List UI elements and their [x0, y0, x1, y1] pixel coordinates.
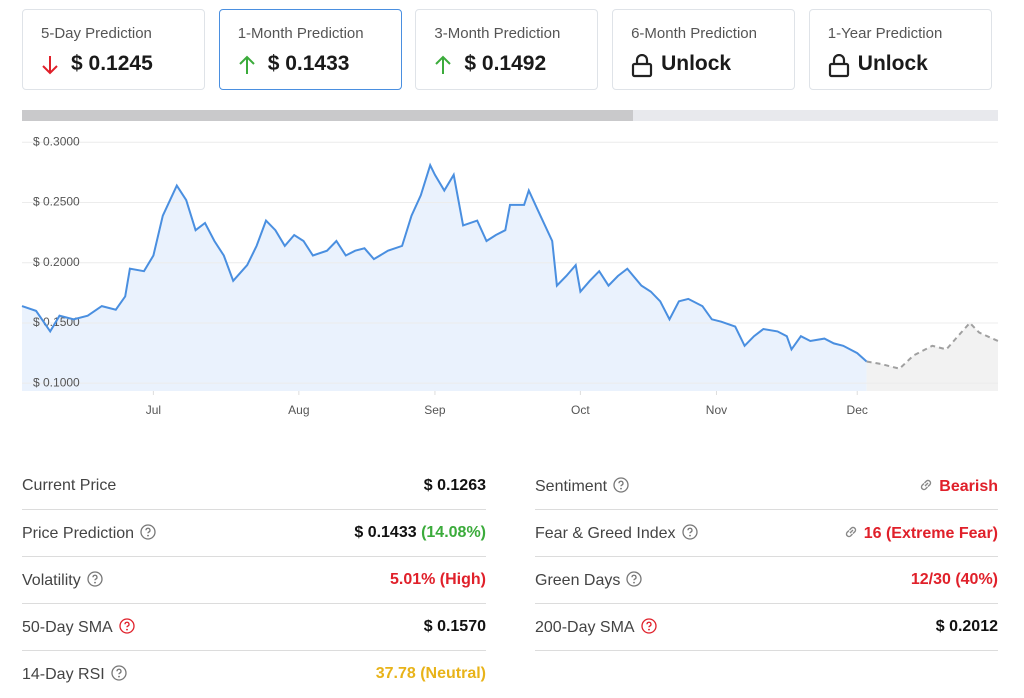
- stat-label-text: Current Price: [22, 477, 117, 494]
- up-icon: [435, 55, 452, 74]
- price-line: [866, 321, 999, 370]
- stat-row: 50-Day SMA $ 0.1570: [22, 604, 486, 651]
- card-title: 1-Year Prediction: [827, 25, 943, 42]
- stat-value: 37.78 (Neutral): [376, 665, 486, 683]
- prediction-card[interactable]: 3-Month Prediction $ 0.1492: [415, 9, 599, 90]
- progress-fill: [22, 110, 633, 121]
- card-value: Unlock: [857, 52, 928, 75]
- card-value: Unlock: [661, 52, 732, 75]
- help-icon[interactable]: [626, 571, 643, 587]
- help-icon[interactable]: [681, 524, 698, 540]
- y-tick-label: $ 0.3000: [33, 134, 80, 148]
- stat-label: 14-Day RSI: [22, 665, 127, 684]
- card-title: 3-Month Prediction: [434, 25, 561, 42]
- stat-value-text: $ 0.2012: [935, 618, 998, 635]
- lock-icon: [828, 54, 849, 78]
- x-tick-label: Dec: [847, 403, 868, 417]
- stat-row: Green Days 12/30 (40%): [535, 557, 998, 604]
- stat-row: Volatility 5.01% (High): [22, 557, 486, 604]
- prediction-card[interactable]: 1-Month Prediction $ 0.1433: [218, 9, 402, 90]
- card-title: 6-Month Prediction: [631, 25, 757, 42]
- stat-label-text: 200-Day SMA: [535, 619, 635, 636]
- x-tick-label: Sep: [424, 403, 446, 417]
- help-icon[interactable]: [119, 618, 135, 634]
- x-tick-label: Nov: [706, 403, 727, 417]
- link-icon: [921, 479, 932, 491]
- chart: $ 0.3000$ 0.2500$ 0.2000$ 0.1500$ 0.1000…: [21, 134, 999, 417]
- prediction-card[interactable]: 6-Month Prediction Unlock: [612, 9, 796, 90]
- card-value: $ 0.1245: [71, 52, 153, 75]
- stat-value-text: 12/30 (40%): [910, 571, 998, 588]
- stat-label: Current Price: [22, 477, 116, 495]
- stat-value: $ 0.1263: [424, 477, 486, 495]
- prediction-card[interactable]: 5-Day Prediction $ 0.1245: [22, 9, 205, 90]
- stat-value-text: $ 0.1263: [423, 477, 486, 494]
- lock-icon: [631, 54, 653, 78]
- stat-label-text: 50-Day SMA: [22, 619, 113, 636]
- stat-value-text: 5.01% (High): [389, 571, 486, 588]
- stat-value-text: 37.78 (Neutral): [375, 665, 486, 682]
- stat-label-text: Fear & Greed Index: [535, 525, 676, 542]
- down-icon: [42, 56, 58, 75]
- x-tick-label: Jul: [146, 403, 161, 417]
- stat-note: (14.08%): [421, 524, 486, 541]
- stat-row: Sentiment Bearish: [535, 463, 998, 510]
- stat-label: Fear & Greed Index: [535, 524, 698, 543]
- stat-label-text: Sentiment: [535, 478, 608, 495]
- card-title: 5-Day Prediction: [41, 25, 152, 42]
- stat-value: $ 0.2012: [936, 618, 998, 636]
- stat-row: Current Price $ 0.1263: [22, 463, 486, 510]
- help-icon[interactable]: [111, 665, 127, 681]
- stat-value-text: $ 0.1433: [354, 524, 417, 541]
- stat-value: 5.01% (High): [390, 571, 486, 589]
- link-icon: [845, 526, 856, 538]
- y-tick-label: $ 0.1000: [33, 375, 80, 389]
- prediction-card[interactable]: 1-Year Prediction Unlock: [808, 9, 992, 90]
- stat-row: 14-Day RSI 37.78 (Neutral): [22, 651, 486, 698]
- stat-value-text: Bearish: [939, 478, 998, 495]
- stat-label: Green Days: [535, 571, 643, 590]
- y-tick-label: $ 0.2000: [33, 255, 80, 269]
- stat-row: Fear & Greed Index 16 (Extreme Fear): [535, 510, 998, 557]
- x-tick-label: Oct: [571, 403, 590, 417]
- stat-label: 200-Day SMA: [535, 618, 657, 637]
- help-icon[interactable]: [140, 524, 156, 540]
- stat-row: 200-Day SMA $ 0.2012: [535, 604, 998, 651]
- up-icon: [238, 55, 255, 74]
- progress-bar: [22, 110, 998, 121]
- stat-value: Bearish: [918, 477, 998, 496]
- price-line: [21, 162, 868, 363]
- stat-label: 50-Day SMA: [22, 618, 135, 637]
- stat-value: 12/30 (40%): [911, 571, 998, 589]
- card-title: 1-Month Prediction: [237, 25, 364, 42]
- card-value: $ 0.1433: [267, 52, 350, 75]
- stat-row: Price Prediction $ 0.1433 (14.08%): [22, 510, 486, 557]
- help-icon[interactable]: [87, 571, 103, 587]
- stat-label: Price Prediction: [22, 524, 156, 543]
- area-fill: [22, 165, 867, 391]
- stat-value: 16 (Extreme Fear): [843, 524, 998, 543]
- stat-label: Volatility: [22, 571, 103, 590]
- card-value: $ 0.1492: [464, 52, 547, 75]
- stat-label-text: Price Prediction: [22, 525, 135, 542]
- help-icon[interactable]: [613, 477, 629, 493]
- stat-value: $ 0.1433 (14.08%): [354, 524, 486, 542]
- stat-value-text: 16 (Extreme Fear): [863, 525, 998, 542]
- stat-value-text: $ 0.1570: [423, 618, 486, 635]
- area-fill: [866, 322, 998, 391]
- help-icon[interactable]: [640, 618, 657, 634]
- y-tick-label: $ 0.2500: [33, 195, 80, 209]
- stat-label: Sentiment: [535, 477, 629, 496]
- stat-label-text: 14-Day RSI: [22, 666, 105, 683]
- stat-label-text: Volatility: [22, 572, 81, 589]
- x-tick-label: Aug: [288, 403, 309, 417]
- stat-value: $ 0.1570: [424, 618, 486, 636]
- stat-label-text: Green Days: [535, 572, 621, 589]
